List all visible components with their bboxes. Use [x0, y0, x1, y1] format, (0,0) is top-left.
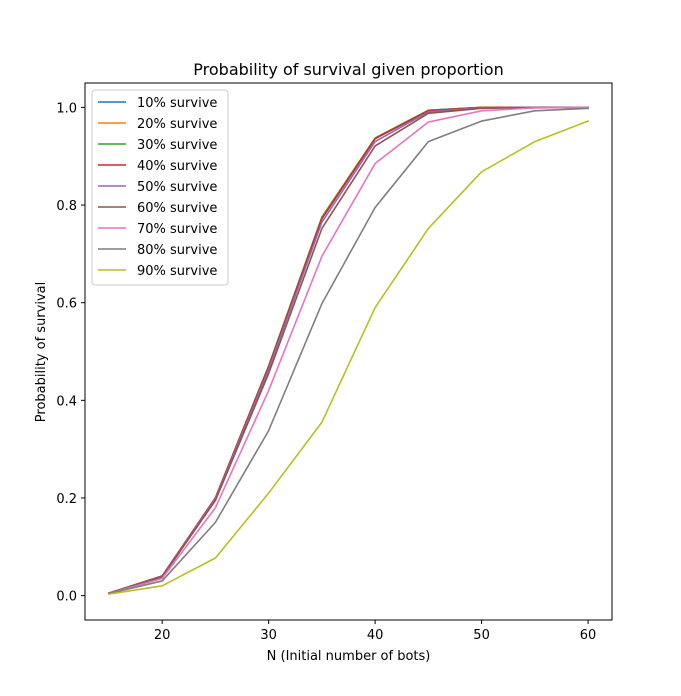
y-tick-label: 0.8 [56, 199, 77, 214]
y-tick-label: 0.6 [56, 297, 77, 312]
series-line-9 [108, 120, 590, 596]
legend-label-1: 10% survive [137, 96, 217, 111]
legend-label-5: 50% survive [137, 180, 217, 195]
series-line-8 [107, 107, 589, 595]
y-tick-label: 0.0 [56, 590, 77, 605]
legend: 10% survive 20% survive 30% survive 40% sur… [91, 89, 229, 286]
legend-label-7: 70% survive [137, 222, 217, 237]
y-axis-label: Probability of survival [34, 282, 49, 422]
y-tick-label: 0.4 [56, 394, 77, 409]
x-tick-label: 30 [260, 628, 277, 643]
series-line-6 [107, 106, 589, 595]
series-line-7 [107, 106, 589, 595]
legend-label-3: 30% survive [137, 138, 217, 153]
x-tick-label: 20 [154, 628, 171, 643]
chart-title: Probability of survival given proportion [193, 60, 503, 79]
x-tick-label: 60 [580, 628, 597, 643]
y-tick-label: 1.0 [56, 101, 77, 116]
legend-label-9: 90% survive [137, 264, 217, 279]
legend-label-8: 80% survive [137, 243, 217, 258]
x-tick-label: 50 [473, 628, 490, 643]
x-tick-label: 40 [367, 628, 384, 643]
legend-label-2: 20% survive [137, 117, 217, 132]
y-tick-label: 0.2 [56, 492, 77, 507]
legend-box [91, 89, 229, 286]
x-axis-label: N (Initial number of bots) [267, 649, 431, 664]
legend-label-4: 40% survive [137, 159, 217, 174]
y-axis-ticks: 0.0 0.2 0.4 0.6 0.8 1.0 [56, 101, 85, 605]
x-axis-ticks: 20 30 40 50 60 [154, 620, 596, 643]
series-lines [107, 106, 590, 596]
legend-label-6: 60% survive [137, 201, 217, 216]
